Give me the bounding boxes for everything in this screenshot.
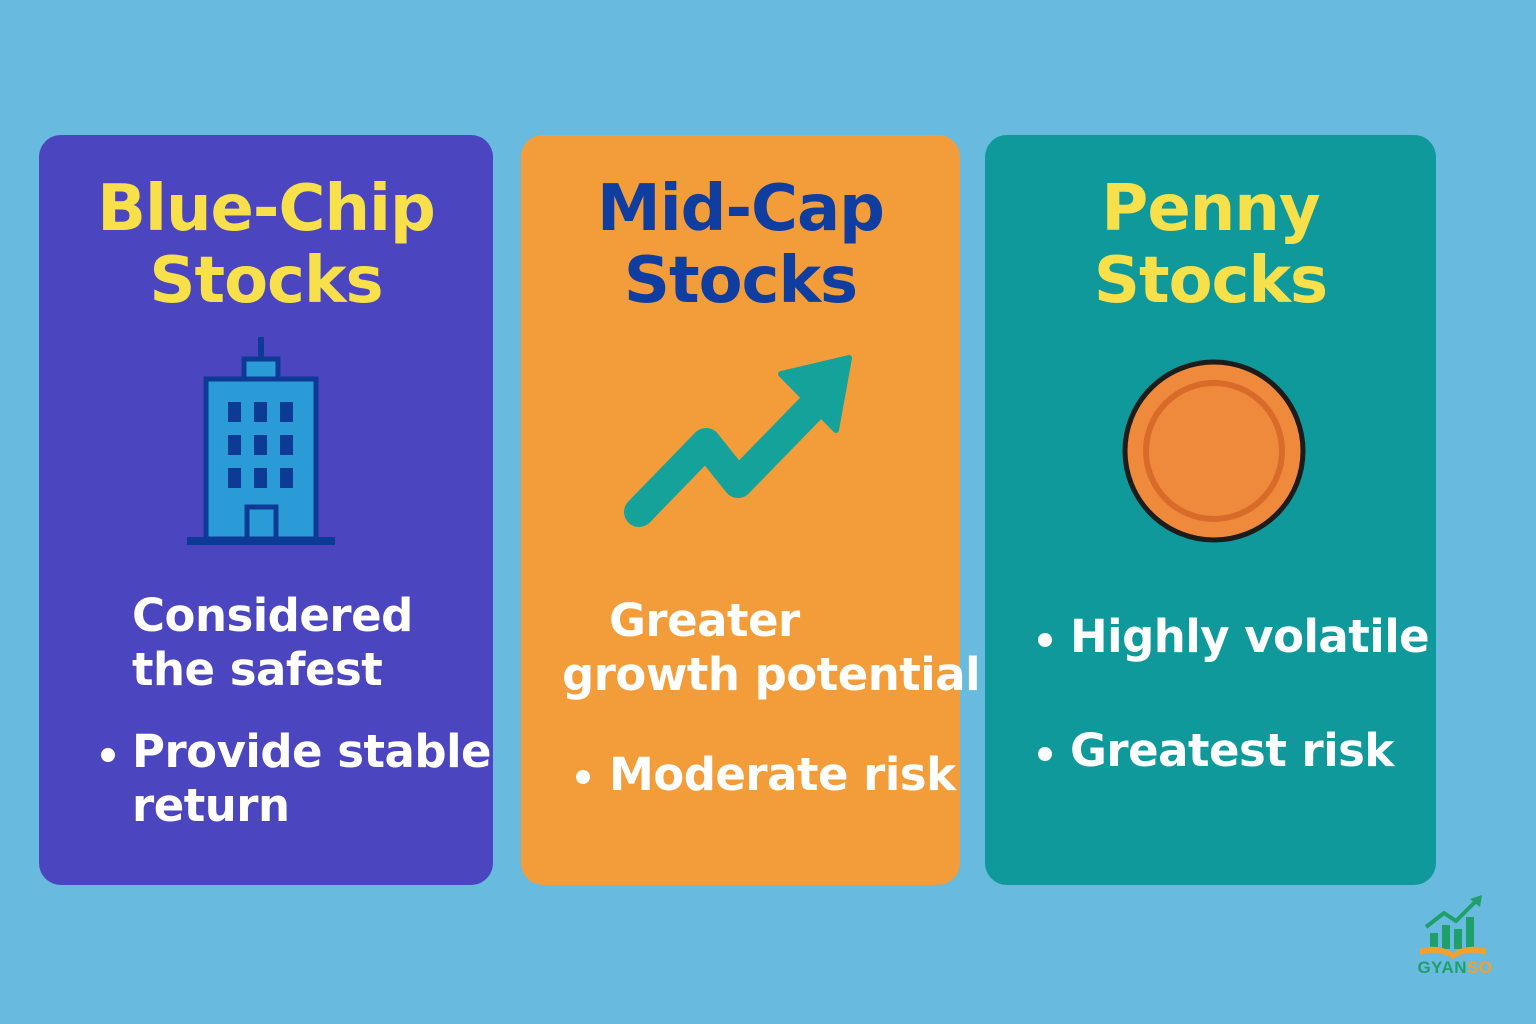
card-title: Penny Stocks — [985, 173, 1436, 317]
bullet-dot — [1038, 633, 1052, 647]
safety-text: Considered the safest — [132, 589, 413, 696]
mid-cap-card: Mid-Cap Stocks Greater growth potential … — [521, 135, 981, 885]
logo-text: GYANSO — [1417, 958, 1493, 977]
stable-return-bullet: Provide stable return — [132, 725, 492, 832]
bullet-dot — [576, 770, 590, 784]
trending-up-arrow-icon — [624, 355, 852, 527]
moderate-risk-bullet: Moderate risk — [609, 748, 956, 801]
greatest-risk-bullet: Greatest risk — [1070, 724, 1394, 777]
bullet-dot — [1038, 747, 1052, 761]
title-line-2: Stocks — [149, 244, 383, 318]
growth-text-line-2: growth potential — [562, 648, 981, 701]
title-line-2: Stocks — [623, 244, 858, 318]
growth-text-line-1: Greater — [609, 594, 800, 647]
penny-card: Penny Stocks Highly volatile Greatest ri… — [985, 135, 1436, 885]
bullet-dot — [101, 748, 115, 762]
coin-icon — [1122, 359, 1306, 543]
title-line-1: Blue-Chip — [97, 172, 436, 246]
card-title: Blue-Chip Stocks — [39, 173, 493, 317]
office-building-icon — [187, 337, 335, 545]
blue-chip-card: Blue-Chip Stocks Considered the safest P… — [39, 135, 493, 885]
growth-chart-book-logo — [1420, 895, 1486, 959]
volatile-bullet: Highly volatile — [1070, 610, 1430, 663]
title-line-1: Mid-Cap — [597, 172, 885, 246]
card-title: Mid-Cap Stocks — [521, 173, 960, 317]
title-line-2: Stocks — [1093, 244, 1328, 318]
title-line-1: Penny — [1101, 172, 1320, 246]
